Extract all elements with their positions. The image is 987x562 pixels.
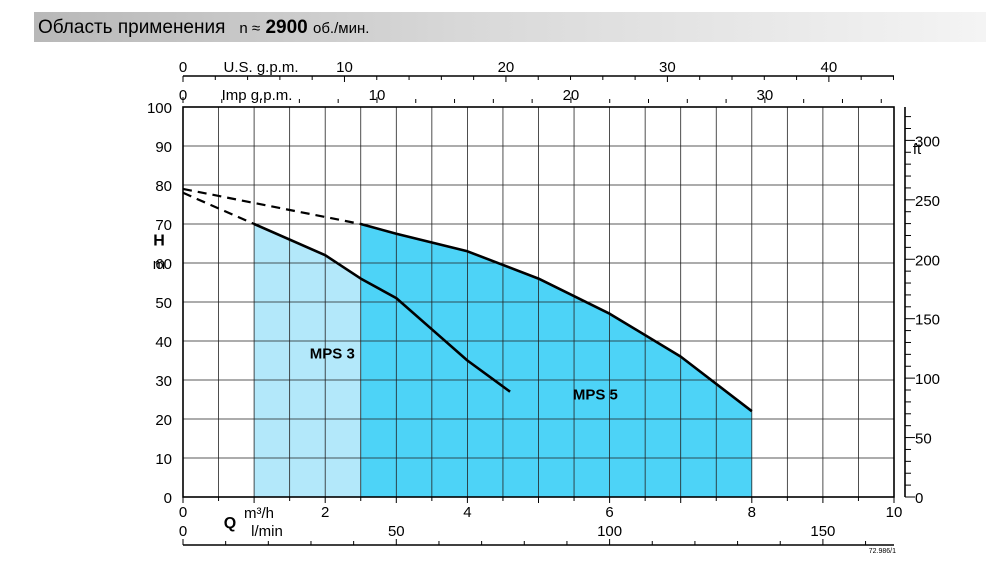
x-tick-label-m3h: 4: [463, 504, 471, 521]
speed-value: 2900: [265, 17, 308, 38]
x-tick-label-lmin: 50: [388, 523, 405, 540]
figure-code: 72.986/1: [869, 548, 896, 555]
region-mps-5: [360, 224, 752, 497]
speed-unit: об./мин.: [313, 20, 370, 37]
x-tick-label-imp-gpm: 20: [563, 87, 580, 104]
curve-mps-5: [360, 222, 753, 413]
x-tick-label-lmin: 0: [179, 523, 187, 540]
title-label: Область применения: [38, 17, 226, 38]
y-tick-label-m: 10: [155, 451, 172, 468]
x-tick-label-us-gpm: 20: [498, 59, 515, 76]
y-tick-label-m: 50: [155, 295, 172, 312]
x-tick-label-m3h: 0: [179, 504, 187, 521]
x-tick-label-lmin: 150: [810, 523, 835, 540]
y-tick-label-ft: 50: [915, 431, 932, 448]
speed-label: n ≈: [239, 20, 261, 37]
x-tick-label-us-gpm: 40: [821, 59, 838, 76]
x-axis-unit-imp-gpm: Imp g.p.m.: [222, 87, 293, 104]
y-tick-label-ft: 0: [915, 490, 923, 507]
x-axis-label-q: Q: [224, 515, 236, 532]
label-mps-5: MPS 5: [573, 387, 618, 404]
curve-extension-mps-5: [182, 187, 361, 226]
y-tick-label-m: 30: [155, 373, 172, 390]
x-tick-label-us-gpm: 10: [336, 59, 353, 76]
y-tick-label-m: 60: [155, 256, 172, 273]
y-tick-label-ft: 100: [915, 371, 940, 388]
label-mps-3: MPS 3: [310, 346, 355, 363]
x-tick-label-imp-gpm: 10: [369, 87, 386, 104]
y-tick-label-m: 90: [155, 139, 172, 156]
y-tick-label-ft: 200: [915, 252, 940, 269]
x-tick-label-m3h: 2: [321, 504, 329, 521]
x-tick-label-m3h: 8: [748, 504, 756, 521]
x-tick-label-imp-gpm: 0: [179, 87, 187, 104]
x-axis-unit-m3h: m³/h: [244, 505, 274, 522]
x-tick-label-m3h: 10: [886, 504, 903, 521]
x-tick-label-lmin: 100: [597, 523, 622, 540]
y-tick-label-m: 40: [155, 334, 172, 351]
y-tick-label-m: 20: [155, 412, 172, 429]
x-tick-label-us-gpm: 30: [659, 59, 676, 76]
curve-extension-mps-3: [182, 191, 255, 226]
y-tick-label-ft: 250: [915, 193, 940, 210]
title-band: [34, 12, 986, 42]
y-tick-label-m: 0: [164, 490, 172, 507]
x-axis-unit-lmin: l/min: [251, 523, 283, 540]
y-tick-label-m: 70: [155, 217, 172, 234]
x-tick-label-m3h: 6: [605, 504, 613, 521]
x-tick-label-us-gpm: 0: [179, 59, 187, 76]
y-tick-label-m: 80: [155, 178, 172, 195]
x-axis-unit-us-gpm: U.S. g.p.m.: [223, 59, 298, 76]
page-title: Область применения n ≈ 2900 об./мин.: [38, 17, 369, 39]
x-tick-label-imp-gpm: 30: [757, 87, 774, 104]
y-axis-label-h: H: [153, 232, 165, 249]
y-tick-label-ft: 150: [915, 312, 940, 329]
y-tick-label-ft: 300: [915, 133, 940, 150]
y-tick-label-m: 100: [147, 100, 172, 117]
y-axis-unit-ft: ft: [913, 141, 922, 158]
y-axis-unit-m: m: [153, 256, 166, 273]
curve-mps-3: [253, 222, 511, 393]
